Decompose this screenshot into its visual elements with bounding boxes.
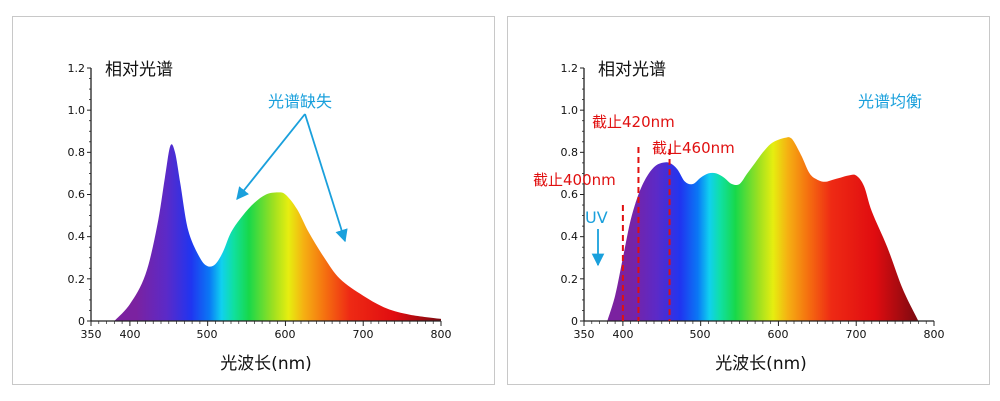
y-tick-label: 0.8	[561, 146, 579, 159]
y-tick-label: 1.0	[561, 104, 579, 117]
y-tick-label: 1.2	[561, 62, 579, 75]
y-tick-label: 0.6	[68, 188, 86, 201]
x-tick-label: 350	[81, 328, 102, 341]
cutoff-label: 截止420nm	[592, 113, 675, 131]
x-tick-label: 700	[846, 328, 867, 341]
x-axis-label: 光波长(nm)	[220, 354, 312, 374]
y-tick-label: 1.0	[68, 104, 86, 117]
x-tick-label: 800	[431, 328, 452, 341]
y-tick-label: 0	[571, 315, 578, 328]
chart-title: 相对光谱	[105, 60, 173, 80]
cutoff-label: 截止400nm	[533, 171, 616, 189]
y-tick-label: 0.6	[561, 188, 579, 201]
spectrum-area	[607, 137, 919, 321]
x-tick-label: 350	[574, 328, 595, 341]
x-tick-label: 400	[120, 328, 141, 341]
x-tick-label: 500	[690, 328, 711, 341]
cutoff-label: 截止460nm	[652, 139, 735, 157]
x-tick-label: 700	[353, 328, 374, 341]
x-tick-label: 600	[275, 328, 296, 341]
annotation-spectrum-gap: 光谱缺失	[268, 92, 332, 111]
spectrum-area	[114, 144, 442, 321]
spectrum-panel-right: 0 0.2 0.4 0.6 0.8 1.0 1.2 350 400 500 60…	[507, 16, 990, 385]
chart-title: 相对光谱	[598, 60, 666, 80]
annotation-spectrum-balanced: 光谱均衡	[858, 92, 922, 111]
y-tick-label: 0.2	[68, 273, 86, 286]
x-tick-label: 800	[924, 328, 945, 341]
y-tick-label: 0.2	[561, 273, 579, 286]
chart-right: 0 0.2 0.4 0.6 0.8 1.0 1.2 350 400 500 60…	[533, 60, 945, 374]
y-tick-label: 0.8	[68, 146, 86, 159]
chart-left: 0 0.2 0.4 0.6 0.8 1.0 1.2 350 400 500 60…	[68, 60, 452, 374]
y-tick-label: 0	[78, 315, 85, 328]
arrow-icon	[304, 113, 348, 243]
y-tick-label: 0.4	[561, 230, 579, 243]
y-tick-label: 0.4	[68, 230, 86, 243]
x-tick-label: 500	[197, 328, 218, 341]
x-tick-label: 400	[613, 328, 634, 341]
x-axis-label: 光波长(nm)	[715, 354, 807, 374]
x-tick-label: 600	[768, 328, 789, 341]
annotation-uv: UV	[585, 208, 608, 227]
y-tick-label: 1.2	[68, 62, 86, 75]
spectrum-panel-left: 0 0.2 0.4 0.6 0.8 1.0 1.2 350 400 500 60…	[12, 16, 495, 385]
arrow-icon	[236, 113, 306, 200]
